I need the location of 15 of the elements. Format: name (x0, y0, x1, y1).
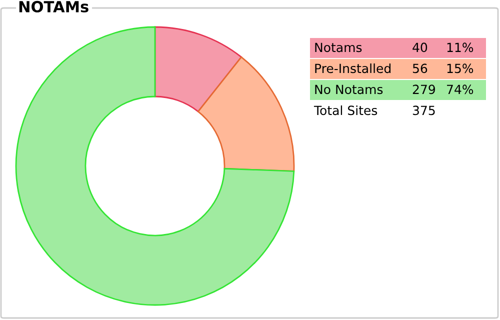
text: 375 (412, 106, 435, 116)
data-label: 40 (412, 42, 428, 52)
text: 15% (447, 64, 474, 74)
text: 11% (447, 42, 474, 52)
data-label: 56 (412, 64, 428, 74)
donut-slice (15, 26, 295, 306)
donut-slice (197, 56, 295, 172)
legend-label: Notams (315, 42, 362, 52)
legend-label: Pre-Installed (315, 63, 390, 74)
legend-label: No Notams (315, 84, 383, 94)
data-label: 279 (412, 84, 435, 94)
chart-title: NOTAMs (19, 0, 88, 12)
text: Total Sites (314, 105, 378, 116)
donut-slice (154, 26, 242, 112)
text: 74% (447, 84, 474, 94)
